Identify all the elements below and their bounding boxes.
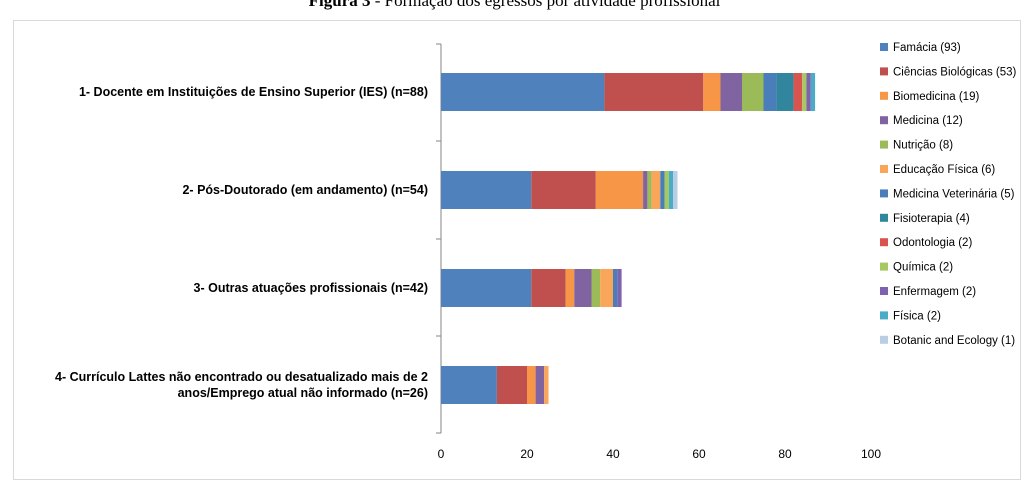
bar-segment — [721, 73, 743, 111]
bar-segment — [527, 366, 536, 404]
legend-label: Física (2) — [893, 310, 941, 322]
legend-swatch — [880, 263, 888, 271]
bar-segment — [643, 171, 647, 209]
bar-segment — [742, 73, 764, 111]
bar-segment — [531, 171, 596, 209]
legend-swatch — [880, 92, 888, 100]
legend-swatch — [880, 141, 888, 149]
legend-label: Química (2) — [893, 262, 953, 274]
bar-segment — [665, 171, 669, 209]
category-label: 3- Outras atuações profissionais (n=42) — [194, 281, 428, 295]
x-tick-label: 20 — [520, 447, 534, 461]
bar-segment — [441, 171, 531, 209]
legend-swatch — [880, 189, 888, 197]
legend-swatch — [880, 238, 888, 246]
legend-label: Nutrição (8) — [893, 140, 953, 152]
category-label: 4- Currículo Lattes não encontrado ou de… — [55, 370, 428, 400]
bar-segment — [574, 269, 591, 307]
bar-segment — [596, 171, 643, 209]
legend-label: Ciências Biológicas (53) — [893, 66, 1017, 78]
category-label: 1- Docente em Instituições de Ensino Sup… — [79, 85, 428, 99]
legend-label: Enfermagem (2) — [893, 286, 976, 298]
x-tick-label: 80 — [778, 447, 792, 461]
legend-label: Biomedicina (19) — [893, 91, 979, 103]
bar-segment — [600, 269, 613, 307]
legend-label: Medicina (12) — [893, 115, 963, 127]
bar-segment — [613, 269, 617, 307]
bar-segment — [673, 171, 677, 209]
legend-swatch — [880, 214, 888, 222]
bar-segment — [647, 171, 651, 209]
bar-segment — [660, 171, 664, 209]
bar-segment — [703, 73, 720, 111]
bar-segment — [652, 171, 661, 209]
legend-swatch — [880, 165, 888, 173]
bar-segment — [669, 171, 673, 209]
bar-segment — [811, 73, 815, 111]
bar-segment — [776, 73, 793, 111]
legend-label: Fisioterapia (4) — [893, 213, 970, 225]
category-label: 2- Pós-Doutorado (em andamento) (n=54) — [182, 183, 428, 197]
legend-label: Medicina Veterinária (5) — [893, 188, 1015, 200]
bar-segment — [544, 366, 548, 404]
x-tick-label: 100 — [861, 447, 881, 461]
legend-swatch — [880, 336, 888, 344]
bar-segment — [566, 269, 575, 307]
legend-swatch — [880, 67, 888, 75]
bar-segment — [531, 269, 565, 307]
bar-segment — [592, 269, 601, 307]
x-tick-label: 60 — [692, 447, 706, 461]
bar-segment — [764, 73, 777, 111]
bar-segment — [536, 366, 545, 404]
legend-swatch — [880, 311, 888, 319]
bar-segment — [807, 73, 811, 111]
legend-label: Famácia (93) — [893, 42, 961, 54]
bar-segment — [441, 73, 604, 111]
bar-segment — [441, 269, 531, 307]
bar-segment — [617, 269, 621, 307]
legend-label: Botanic and Ecology (1) — [893, 335, 1015, 347]
legend-label: Odontologia (2) — [893, 237, 972, 249]
legend-swatch — [880, 116, 888, 124]
legend-label: Educação Física (6) — [893, 164, 995, 176]
bar-segment — [441, 366, 497, 404]
legend-swatch — [880, 287, 888, 295]
bar-segment — [802, 73, 806, 111]
bar-segment — [794, 73, 803, 111]
legend-swatch — [880, 43, 888, 51]
x-tick-label: 0 — [438, 447, 445, 461]
bar-segment — [497, 366, 527, 404]
x-tick-label: 40 — [606, 447, 620, 461]
bar-segment — [604, 73, 703, 111]
